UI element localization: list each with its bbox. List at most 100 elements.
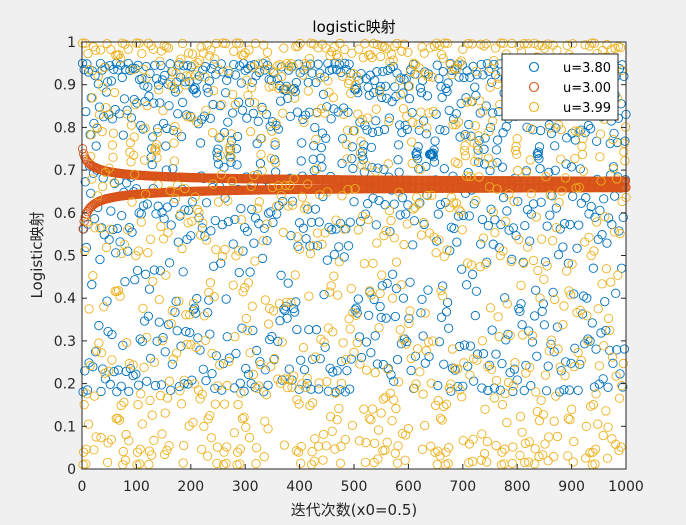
data-point	[170, 307, 180, 317]
data-point	[313, 384, 324, 394]
data-point	[140, 189, 151, 199]
data-point	[295, 38, 305, 49]
data-point	[340, 434, 350, 445]
data-point	[505, 330, 515, 340]
data-point	[370, 368, 380, 378]
data-point	[220, 244, 230, 255]
data-point	[336, 356, 347, 367]
data-point	[197, 223, 207, 233]
data-point	[477, 383, 487, 393]
data-point	[241, 363, 251, 374]
data-point	[438, 281, 448, 291]
data-point	[328, 92, 338, 103]
data-point	[117, 210, 127, 221]
data-point	[238, 287, 248, 297]
data-point	[147, 159, 157, 170]
data-point	[150, 380, 161, 391]
data-point	[238, 50, 249, 61]
data-point	[80, 38, 90, 48]
data-point	[114, 109, 125, 119]
data-point	[273, 181, 284, 191]
data-point	[98, 181, 108, 192]
data-point	[540, 370, 551, 380]
data-point	[112, 223, 123, 234]
data-point	[101, 242, 112, 253]
data-point	[521, 167, 532, 177]
data-point	[109, 87, 120, 98]
data-point	[213, 159, 224, 169]
data-point	[121, 338, 132, 348]
data-point	[365, 50, 375, 60]
data-point	[620, 156, 630, 166]
data-point	[531, 387, 541, 397]
data-point	[454, 204, 464, 215]
data-point	[455, 132, 465, 142]
data-point	[206, 226, 216, 236]
data-point	[426, 378, 436, 388]
data-point	[204, 295, 214, 305]
data-point	[303, 86, 313, 96]
data-point	[219, 447, 229, 457]
data-point	[442, 38, 453, 49]
data-point	[178, 267, 188, 277]
data-point	[317, 239, 327, 249]
data-point	[100, 374, 111, 384]
data-point	[575, 164, 585, 174]
data-point	[225, 140, 236, 150]
data-point	[236, 203, 246, 214]
data-point	[135, 334, 145, 344]
data-point	[236, 215, 247, 225]
data-point	[203, 307, 213, 318]
data-point	[148, 276, 158, 286]
data-point	[306, 217, 317, 228]
data-point	[174, 296, 184, 306]
data-point	[364, 413, 374, 423]
data-point	[443, 78, 453, 88]
data-point	[207, 348, 217, 359]
data-point	[527, 330, 538, 341]
series-u=3.00	[77, 144, 631, 234]
data-point	[485, 303, 496, 313]
data-point	[125, 65, 135, 75]
data-point	[508, 380, 519, 391]
data-point	[562, 133, 572, 143]
data-point	[470, 121, 480, 131]
data-point	[382, 278, 392, 289]
data-point	[297, 192, 307, 202]
data-point	[471, 195, 481, 206]
data-point	[502, 299, 513, 309]
data-point	[468, 434, 478, 444]
data-point	[548, 287, 558, 298]
data-point	[412, 344, 423, 354]
data-point	[537, 40, 547, 51]
data-point	[390, 311, 400, 322]
data-point	[257, 105, 268, 115]
data-point	[489, 393, 499, 403]
data-point	[291, 297, 301, 307]
data-point	[105, 224, 115, 234]
data-point	[608, 164, 619, 174]
data-point	[428, 106, 439, 117]
data-point	[376, 312, 386, 323]
data-point	[361, 365, 372, 375]
data-point	[605, 325, 615, 336]
data-point	[129, 132, 139, 142]
data-point	[440, 125, 450, 136]
data-point	[529, 459, 540, 469]
data-point	[492, 157, 502, 168]
data-point	[286, 230, 296, 241]
data-point	[446, 379, 456, 389]
data-point	[226, 152, 236, 162]
data-point	[186, 112, 196, 123]
data-point	[431, 248, 441, 258]
data-point	[124, 386, 134, 396]
data-point	[536, 197, 546, 207]
data-point	[96, 348, 107, 358]
data-point	[384, 205, 395, 216]
data-point	[217, 99, 227, 110]
data-point	[328, 327, 338, 337]
data-point	[387, 293, 398, 303]
data-point	[102, 296, 112, 306]
data-point	[209, 59, 219, 70]
data-point	[466, 260, 477, 270]
